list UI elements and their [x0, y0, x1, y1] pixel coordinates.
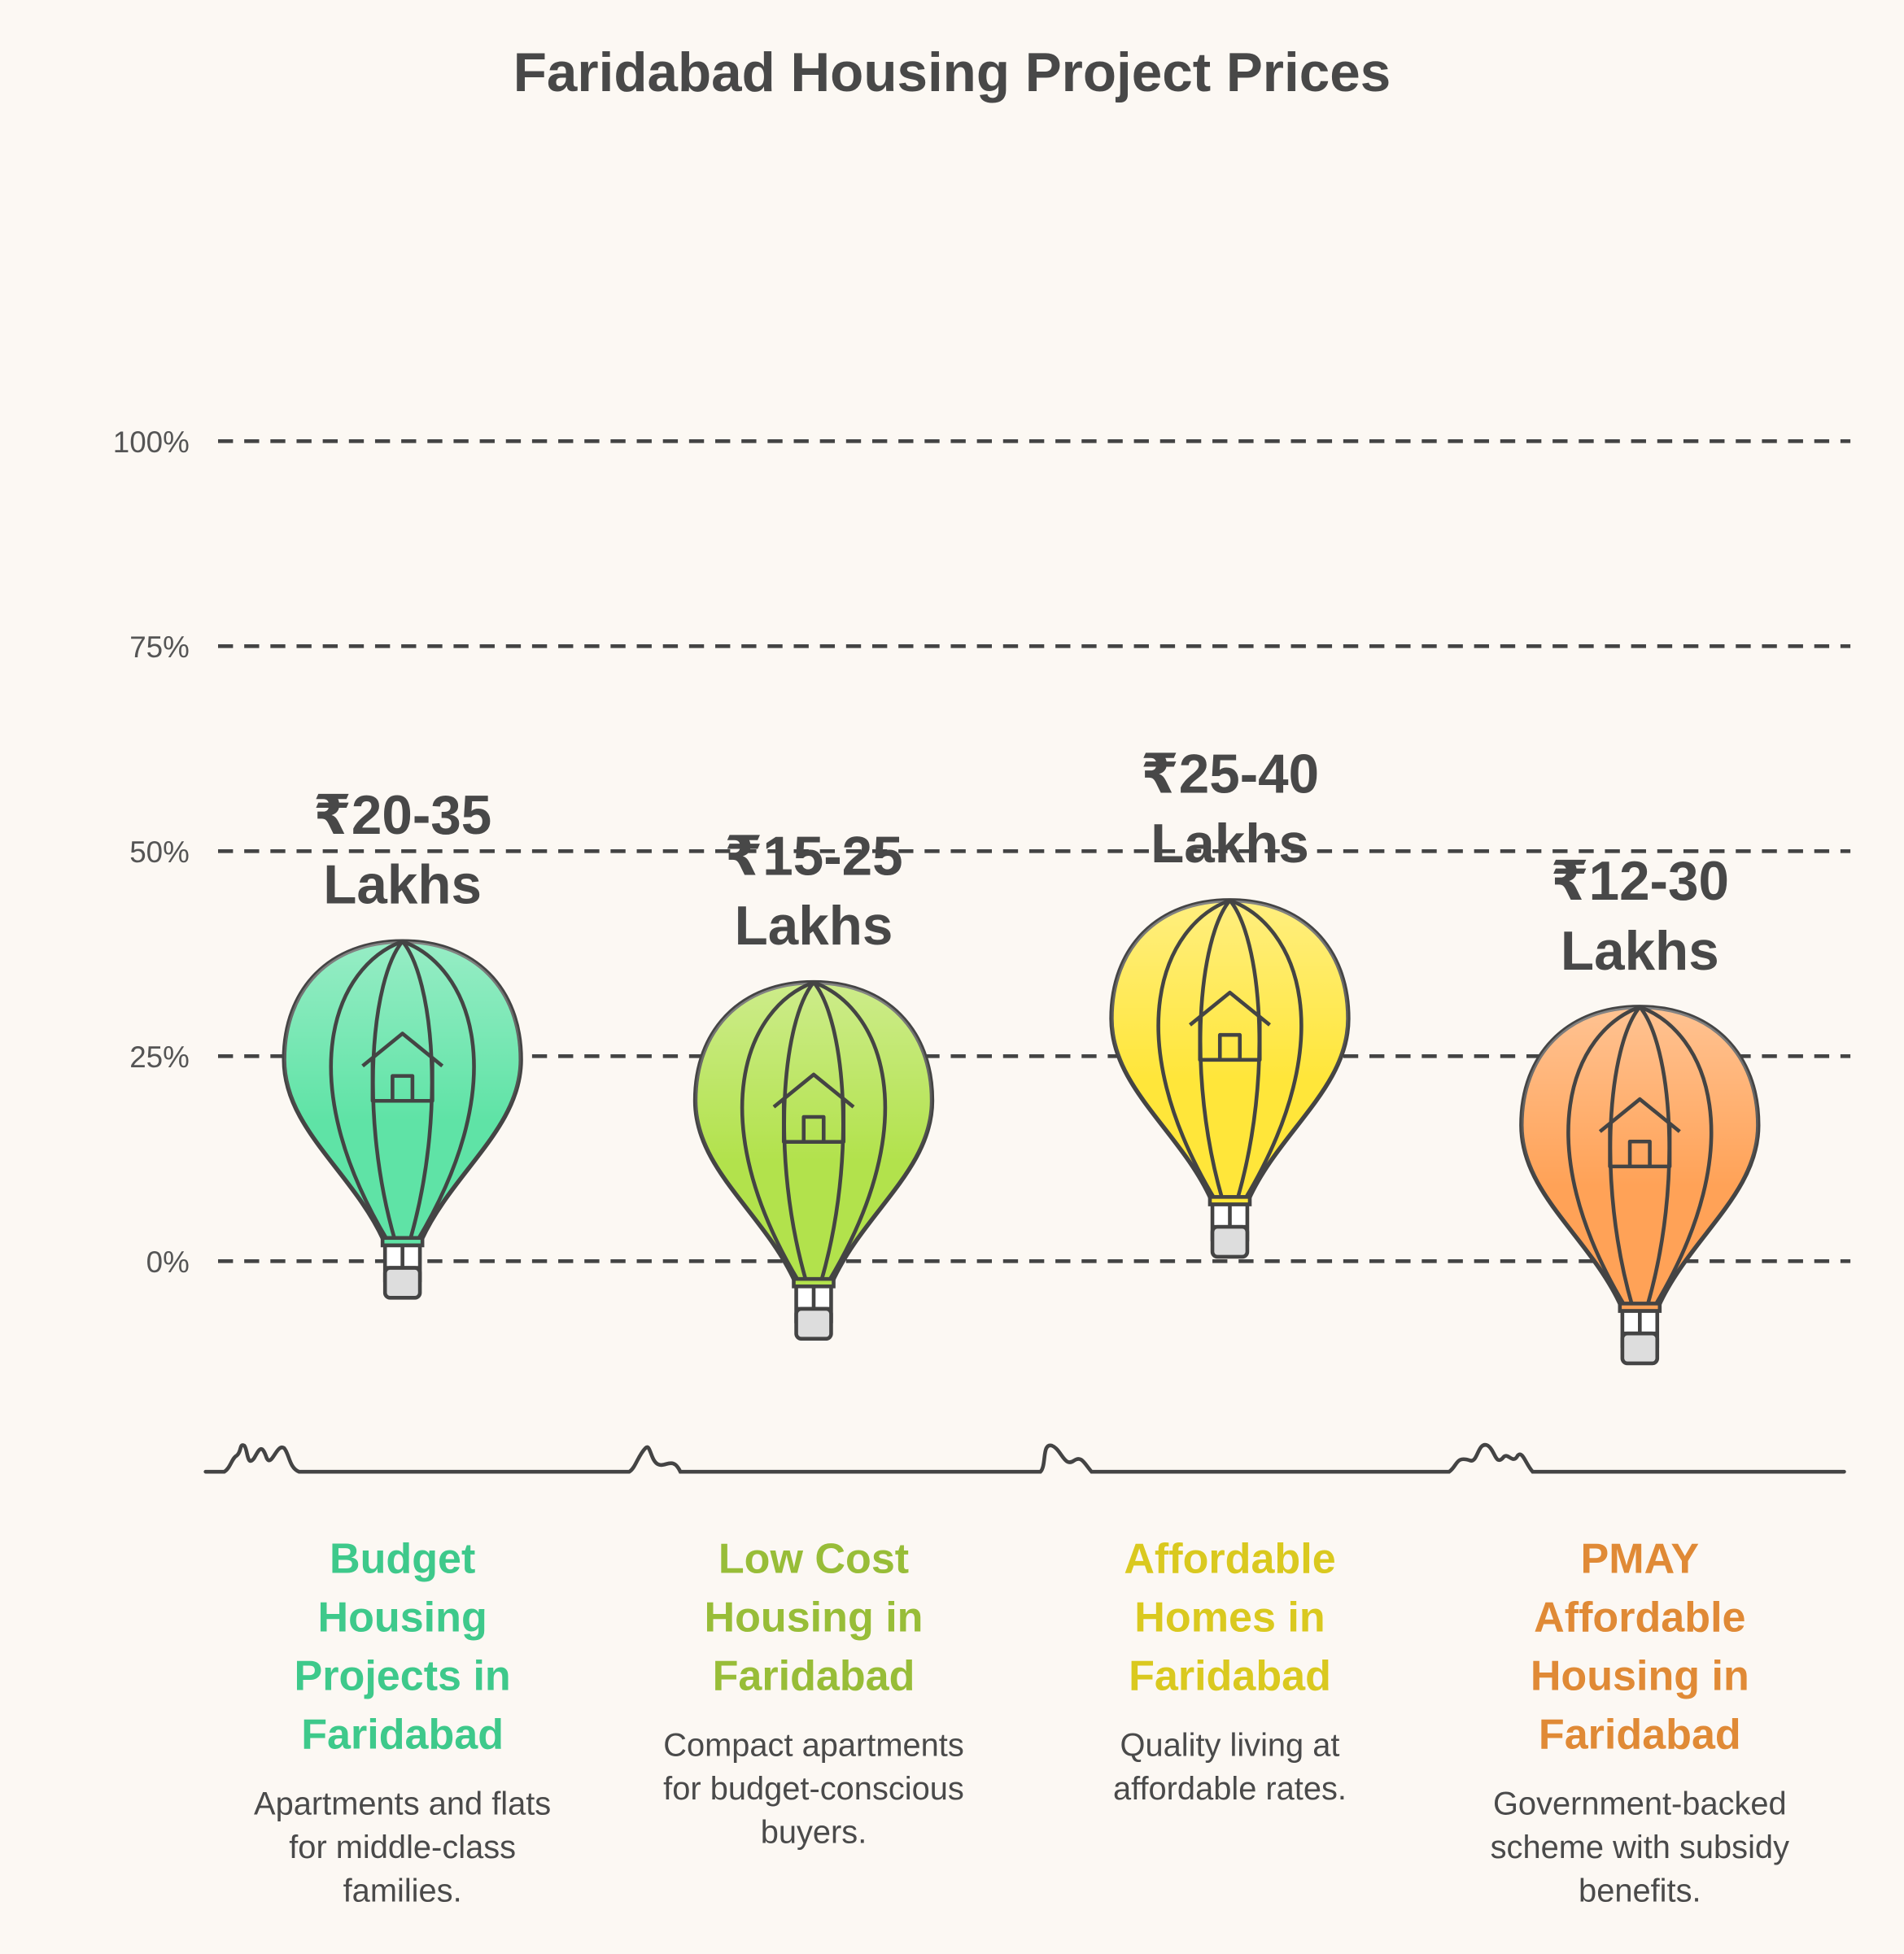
y-tick-label: 100% — [113, 425, 190, 459]
category-label: Low Cost Housing in Faridabad — [704, 1535, 924, 1700]
balloon-stripes — [1566, 1005, 1714, 1307]
balloon-shine — [695, 982, 932, 1282]
balloon-shine — [284, 941, 522, 1241]
category-description: Government-backed scheme with subsidy be… — [1490, 1784, 1789, 1909]
category: Budget Housing Projects in Faridabad Apar… — [247, 1530, 558, 1913]
balloon-icon — [1189, 990, 1271, 1062]
y-tick-label: 0% — [146, 1245, 190, 1279]
basket-bottom — [1620, 1331, 1660, 1366]
basket-bottom — [382, 1266, 422, 1300]
balloon-shine — [1521, 1006, 1758, 1306]
price-label: ₹20-35 Lakhs — [313, 785, 492, 917]
ground — [203, 1442, 1846, 1474]
balloon-shine — [1111, 900, 1348, 1200]
balloon-stripes — [740, 980, 888, 1283]
price-label: ₹15-25 Lakhs — [724, 827, 903, 957]
category-label: PMAY Affordable Housing in Faridabad — [1530, 1535, 1749, 1759]
price-label: ₹25-40 Lakhs — [1140, 744, 1320, 876]
y-tick-label: 50% — [129, 835, 190, 869]
category-label: Budget Housing Projects in Faridabad — [294, 1535, 511, 1759]
category-description: Apartments and flats for middle-class fa… — [254, 1784, 552, 1909]
balloon — [692, 979, 935, 1341]
category-description: Quality living at affordable rates. — [1112, 1725, 1347, 1808]
category: Low Cost Housing in Faridabad Compact apa… — [658, 1530, 970, 1854]
category-description: Compact apartments for budget-conscious … — [663, 1725, 964, 1851]
y-tick-label: 25% — [129, 1040, 190, 1074]
chart-title: Faridabad Housing Project Prices — [513, 42, 1391, 104]
balloon-icon — [1598, 1097, 1681, 1169]
balloon — [282, 939, 523, 1300]
y-tick-label: 75% — [129, 630, 190, 664]
balloon-stripes — [1156, 898, 1304, 1201]
balloon — [1109, 898, 1351, 1259]
basket-bottom — [1210, 1224, 1250, 1259]
basket-bottom — [794, 1306, 833, 1341]
balloon-stripes — [329, 940, 476, 1242]
category: Affordable Homes in Faridabad Quality liv… — [1074, 1530, 1386, 1811]
balloon-icon — [772, 1072, 855, 1144]
price-label: ₹12-30 Lakhs — [1550, 851, 1729, 983]
balloon-icon — [361, 1032, 444, 1103]
category-label: Affordable Homes in Faridabad — [1124, 1535, 1336, 1700]
balloon — [1519, 1005, 1761, 1366]
category: PMAY Affordable Housing in Faridabad Gove… — [1484, 1530, 1796, 1913]
